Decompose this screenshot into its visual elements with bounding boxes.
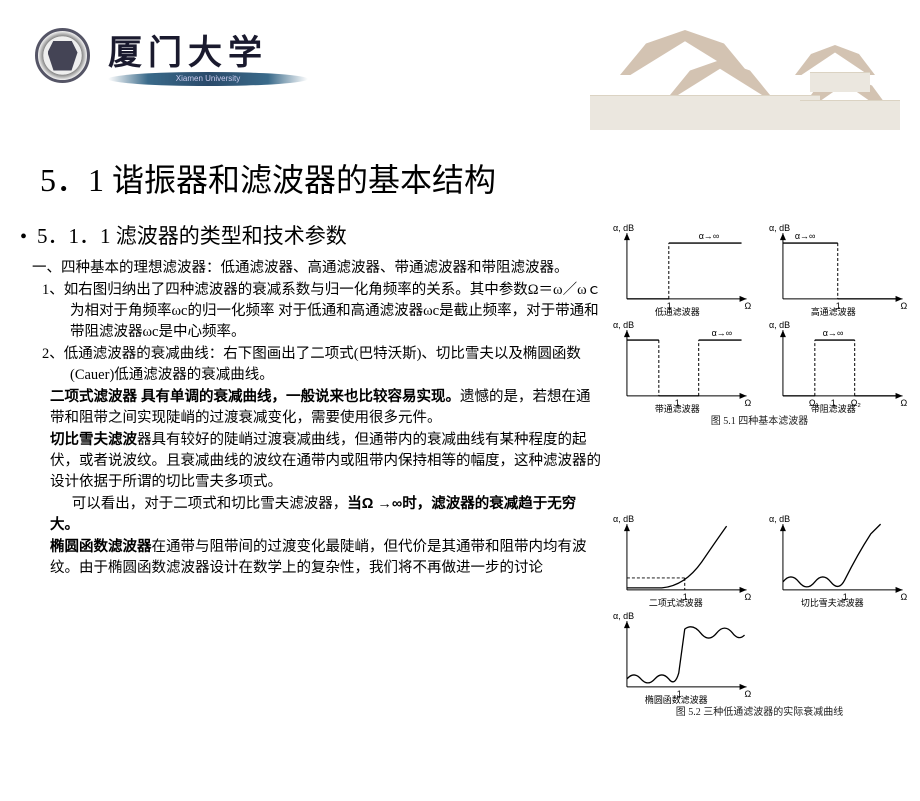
svg-text:切比雪夫滤波器: 切比雪夫滤波器 [800,597,863,607]
ribbon-icon: Xiamen University [108,72,308,86]
figure-column: α, dB α→∞ 1 Ω 低通滤波器 α, dB [607,221,912,801]
svg-text:α, dB: α, dB [768,514,789,524]
logo-area: 厦门大学 Xiamen University [35,25,308,86]
text-column: • 5．1．1 滤波器的类型和技术参数 一、四种基本的理想滤波器：低通滤波器、高… [18,221,603,801]
paragraph: 1、如右图归纳出了四种滤波器的衰减系数与归一化角频率的关系。其中参数Ω＝ω／ωｃ… [42,280,603,343]
svg-text:α, dB: α, dB [613,320,634,330]
svg-text:α, dB: α, dB [768,223,789,233]
slide-header: 厦门大学 Xiamen University [0,0,920,120]
svg-text:α→∞: α→∞ [712,328,733,338]
chart-highpass: α, dB α→∞ 1 Ω 高通滤波器 [763,221,913,316]
paragraph: 二项式滤波器 具有单调的衰减曲线，一般说来也比较容易实现。遗憾的是，若想在通带和… [36,387,603,429]
slide-title: 5．1 谐振器和滤波器的基本结构 [0,120,920,211]
bullet-icon: • [20,223,27,252]
paragraph: 一、四种基本的理想滤波器：低通滤波器、高通滤波器、带通滤波器和带阻滤波器。 [32,258,603,279]
term-elliptic: 椭圆函数滤波器 [50,539,152,555]
svg-text:Ω: Ω [745,398,752,408]
figure-caption-1: 图 5.1 四种基本滤波器 [607,415,912,431]
svg-text:Ω: Ω [745,301,752,311]
svg-text:二项式滤波器: 二项式滤波器 [649,597,703,607]
university-name: 厦门大学 [108,25,308,74]
svg-text:α→∞: α→∞ [699,231,720,241]
term-binomial: 二项式滤波器 具有单调的衰减曲线，一般说来也比较容易实现。 [50,389,460,405]
paragraph: 椭圆函数滤波器在通带与阻带间的过渡变化最陡峭，但代价是其通带和阻带内均有波纹。由… [36,537,603,579]
content-area: • 5．1．1 滤波器的类型和技术参数 一、四种基本的理想滤波器：低通滤波器、高… [0,211,920,801]
term-chebyshev: 切比雪夫滤波 [50,432,137,448]
svg-text:Ω: Ω [900,301,907,311]
svg-text:带通滤波器: 带通滤波器 [655,403,700,413]
svg-text:α, dB: α, dB [613,514,634,524]
chart-butterworth: α, dB 1 Ω 二项式滤波器 [607,512,757,607]
svg-text:Ω: Ω [745,689,752,699]
section-subtitle: 5．1．1 滤波器的类型和技术参数 [37,221,347,251]
svg-text:带阻滤波器: 带阻滤波器 [810,403,855,413]
university-name-block: 厦门大学 Xiamen University [108,25,308,86]
svg-text:α, dB: α, dB [613,611,634,621]
chart-chebyshev: α, dB 1 Ω 切比雪夫滤波器 [763,512,913,607]
paragraph: 2、低通滤波器的衰减曲线：右下图画出了二项式(巴特沃斯)、切比雪夫以及椭圆函数(… [42,344,603,386]
chart-bandpass: α, dB α→∞ 1 Ω 带通滤波器 [607,318,757,413]
figure-caption-2: 图 5.2 三种低通滤波器的实际衰减曲线 [607,706,912,722]
svg-text:α→∞: α→∞ [794,231,815,241]
background-architecture [560,0,920,140]
svg-text:α, dB: α, dB [768,320,789,330]
svg-text:高通滤波器: 高通滤波器 [810,306,855,316]
svg-text:α, dB: α, dB [613,223,634,233]
ribbon-text: Xiamen University [108,74,308,83]
svg-text:Ω: Ω [900,398,907,408]
svg-text:Ω: Ω [745,592,752,602]
svg-text:椭圆函数滤波器: 椭圆函数滤波器 [645,694,708,704]
paragraph: 可以看出，对于二项式和切比雪夫滤波器，当Ω →∞时，滤波器的衰减趋于无穷大。 [36,494,603,536]
chart-grid: α, dB α→∞ 1 Ω 低通滤波器 α, dB [607,221,912,801]
svg-text:α→∞: α→∞ [822,328,843,338]
university-seal-icon [35,28,90,83]
chart-lowpass: α, dB α→∞ 1 Ω 低通滤波器 [607,221,757,316]
svg-text:低通滤波器: 低通滤波器 [655,306,700,316]
svg-text:Ω: Ω [900,592,907,602]
chart-bandstop: α, dB α→∞ Ω₁ 1 Ω₂ Ω 带阻滤波器 [763,318,913,413]
paragraph: 切比雪夫滤波器具有较好的陡峭过渡衰减曲线，但通带内的衰减曲线有某种程度的起伏，或… [36,430,603,493]
